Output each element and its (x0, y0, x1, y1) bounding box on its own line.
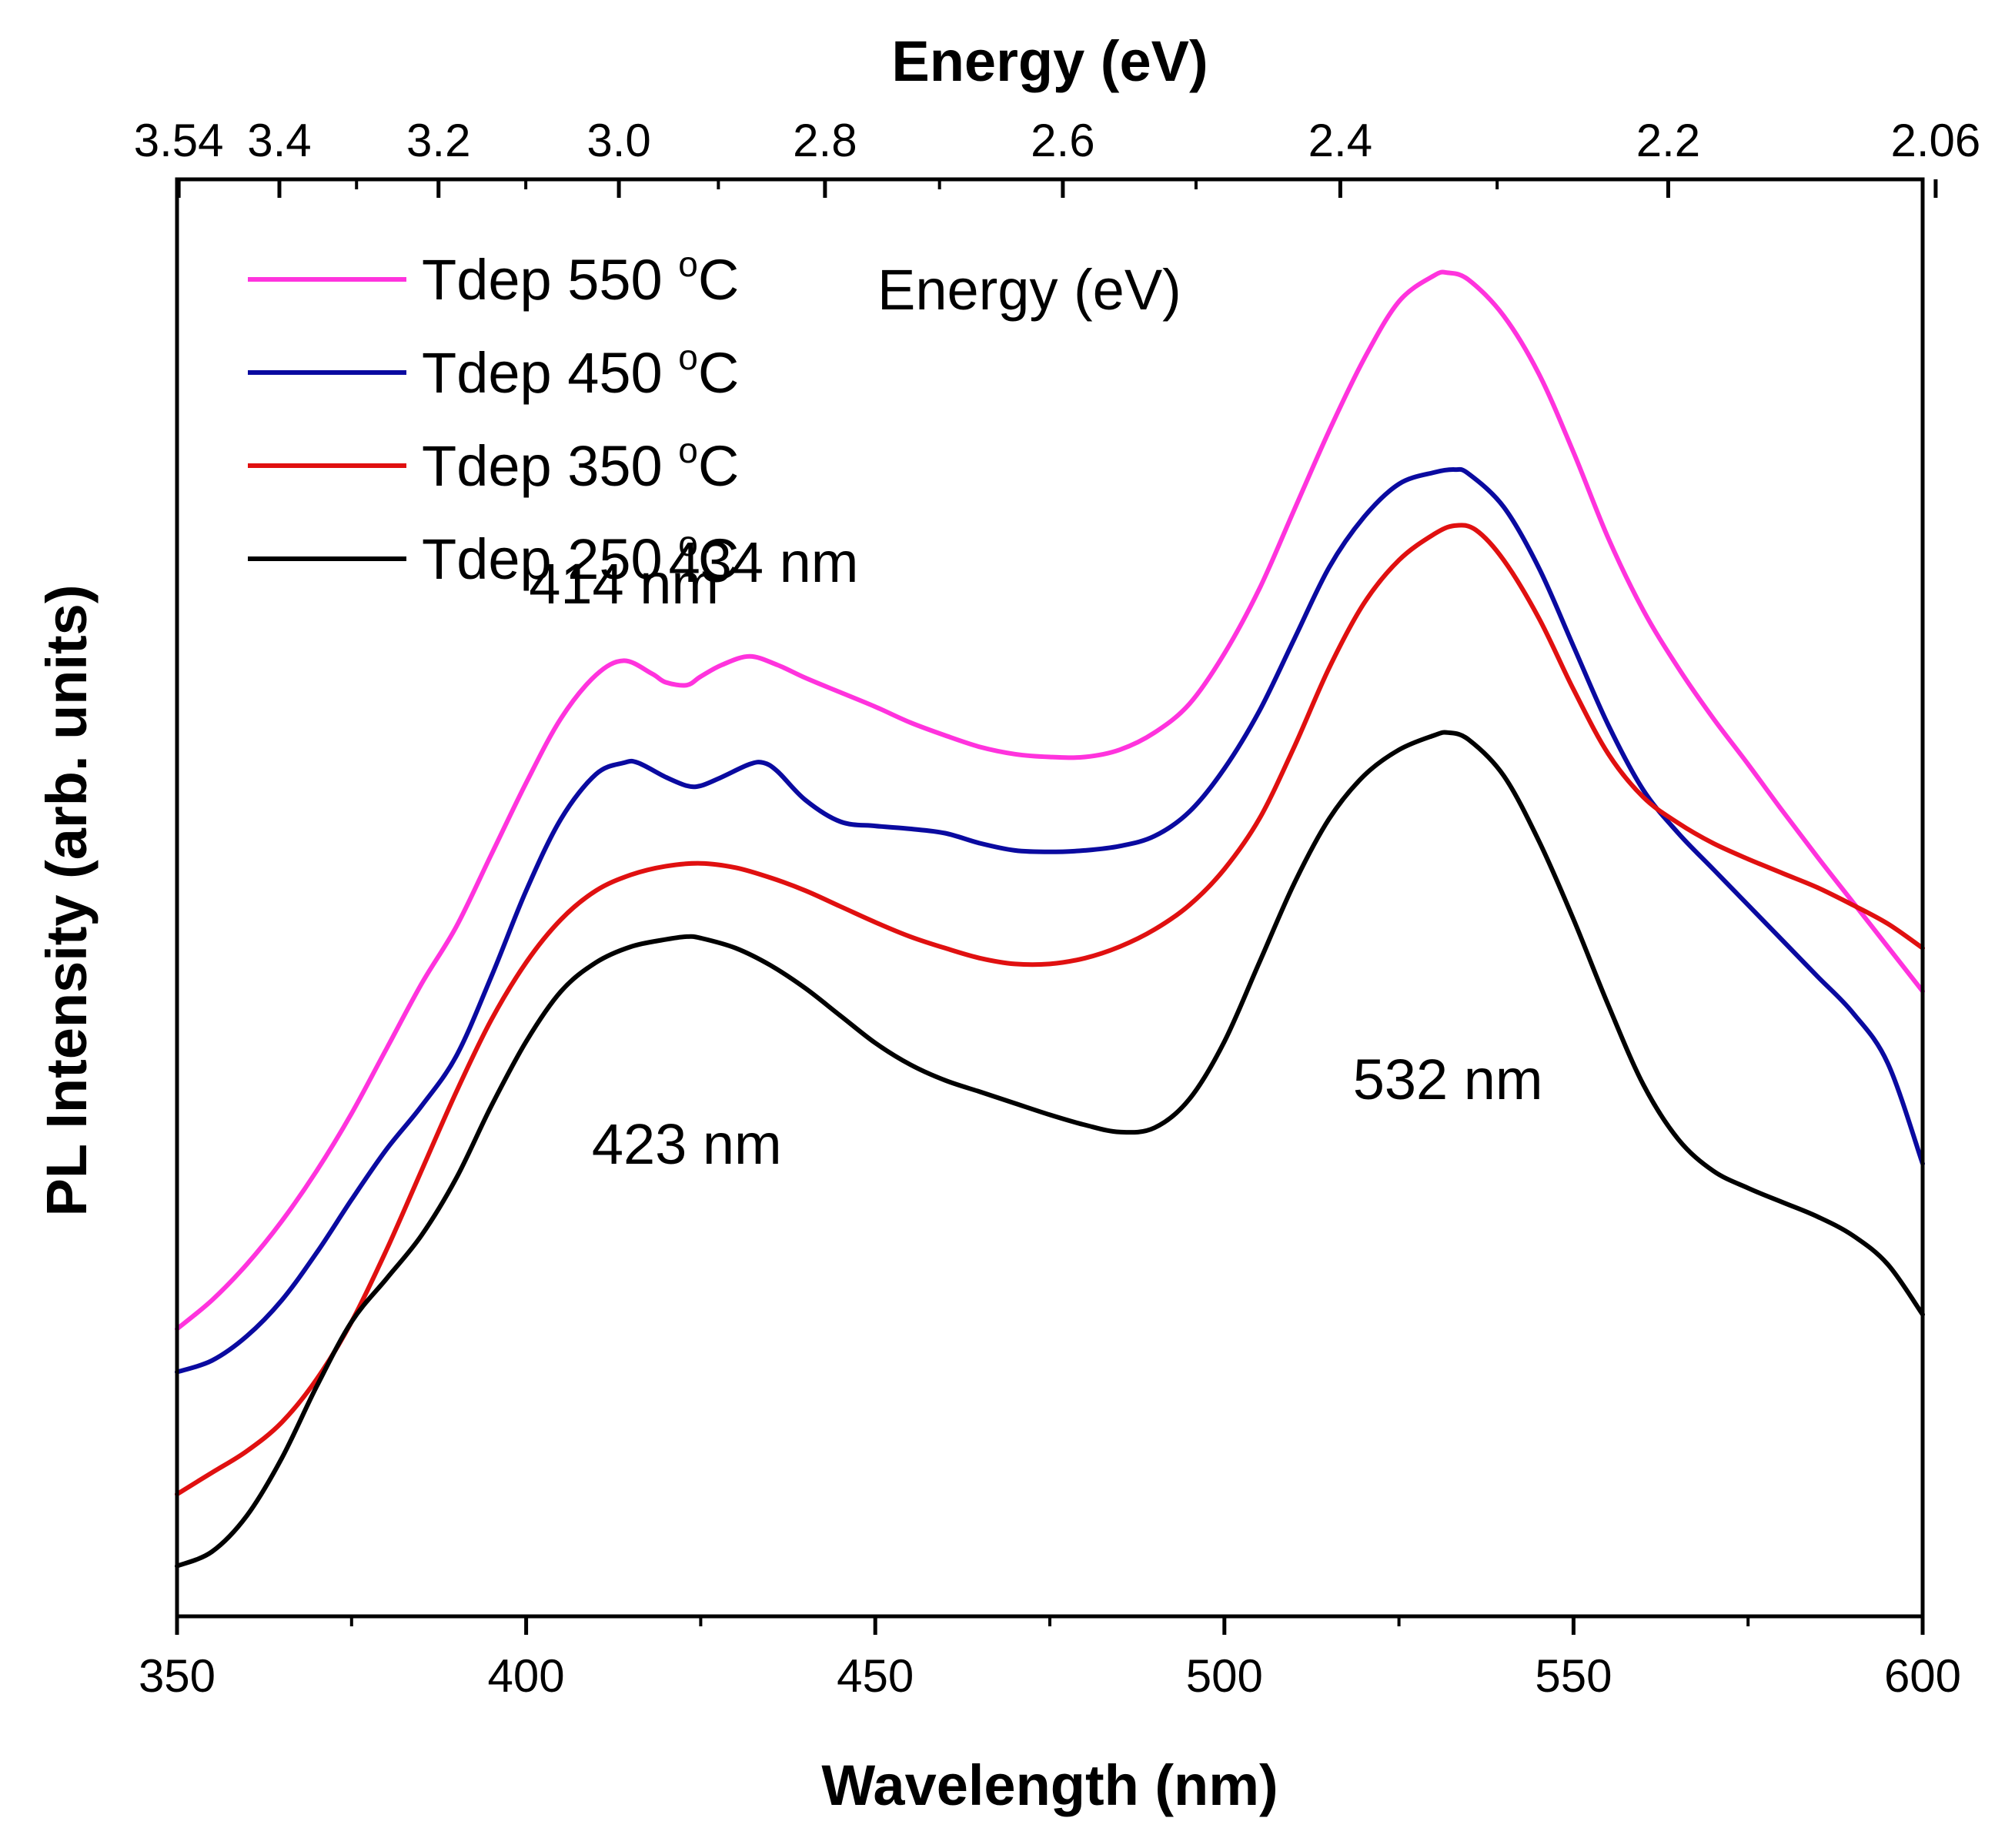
top-axis-ticks: 3.54 3.4 3.2 3.0 2.8 2.6 2.4 2.2 2.06 (134, 115, 1981, 198)
inner-energy-label: Energy (eV) (877, 258, 1181, 322)
x-tick-label: 350 (139, 1650, 216, 1702)
top-tick-label: 2.06 (1891, 115, 1981, 166)
x-tick-label: 550 (1535, 1650, 1612, 1702)
top-tick-label: 2.8 (793, 115, 857, 166)
peak-label: 414 nm (529, 552, 719, 616)
top-tick-label: 3.54 (134, 115, 224, 166)
x-tick-label: 500 (1186, 1650, 1263, 1702)
series-line-tdep-250 (175, 730, 1925, 1569)
top-tick-label: 3.0 (586, 115, 650, 166)
x-tick-label: 450 (837, 1650, 914, 1702)
y-axis-title: PL Intensity (arb. units) (35, 585, 99, 1217)
x-tick-label: 400 (488, 1650, 565, 1702)
series-line-tdep-550 (175, 269, 1925, 1332)
top-axis-title: Energy (eV) (891, 29, 1208, 93)
peak-label: 434 nm (669, 530, 859, 594)
x-axis-title: Wavelength (nm) (821, 1753, 1278, 1817)
top-tick-label: 2.2 (1636, 115, 1700, 166)
series-curves (175, 269, 1925, 1569)
top-tick-label: 2.4 (1308, 115, 1372, 166)
peak-label: 423 nm (592, 1112, 782, 1176)
series-line-tdep-450 (175, 466, 1925, 1375)
top-tick-label: 3.2 (406, 115, 470, 166)
top-tick-label: 3.4 (247, 115, 311, 166)
x-tick-label: 600 (1884, 1650, 1961, 1702)
top-tick-label: 2.6 (1031, 115, 1094, 166)
series-line-tdep-350 (175, 523, 1925, 1497)
peak-label: 532 nm (1353, 1048, 1543, 1111)
bottom-axis-ticks: 350 400 450 500 550 600 (139, 1616, 1961, 1702)
